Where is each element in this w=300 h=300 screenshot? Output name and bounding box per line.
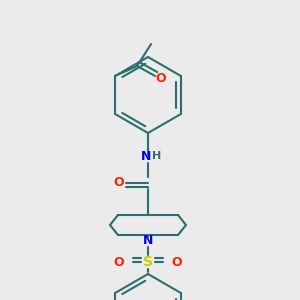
Text: S: S [143, 255, 153, 269]
Text: H: H [152, 151, 162, 161]
Text: N: N [143, 233, 153, 247]
Text: O: O [114, 176, 124, 190]
Text: O: O [172, 256, 182, 268]
Text: O: O [156, 73, 167, 85]
Text: O: O [114, 256, 124, 268]
Text: N: N [141, 149, 151, 163]
